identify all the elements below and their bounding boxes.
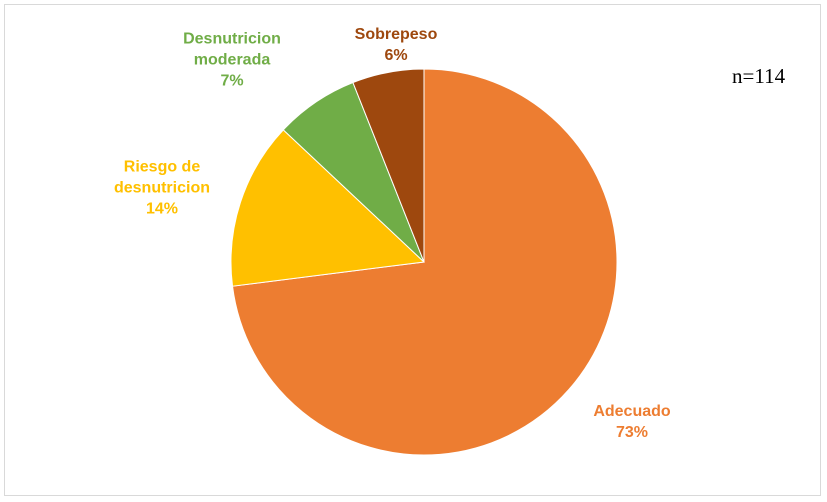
value-label: 73%	[615, 424, 649, 441]
value-label: 6%	[384, 47, 408, 64]
pie-slice	[352, 68, 425, 263]
category-label: Riesgo de desnutricion	[113, 158, 210, 197]
pie-slice	[231, 68, 618, 456]
value-label: 7%	[220, 72, 244, 90]
pie-slice	[230, 129, 426, 287]
value-label: 14%	[145, 200, 179, 218]
chart-frame	[4, 4, 821, 496]
annotation: n=114	[732, 64, 786, 88]
slice-label: Adecuado 73%	[552, 401, 712, 443]
category-label: Adecuado	[593, 403, 671, 420]
slice-label: Sobrepeso 6%	[336, 24, 456, 66]
slice-label: Desnutricion moderada 7%	[172, 29, 292, 92]
category-label: Sobrepeso	[354, 26, 438, 43]
slice-label: Riesgo de desnutricion 14%	[92, 157, 232, 220]
category-label: Desnutricion moderada	[183, 30, 281, 69]
